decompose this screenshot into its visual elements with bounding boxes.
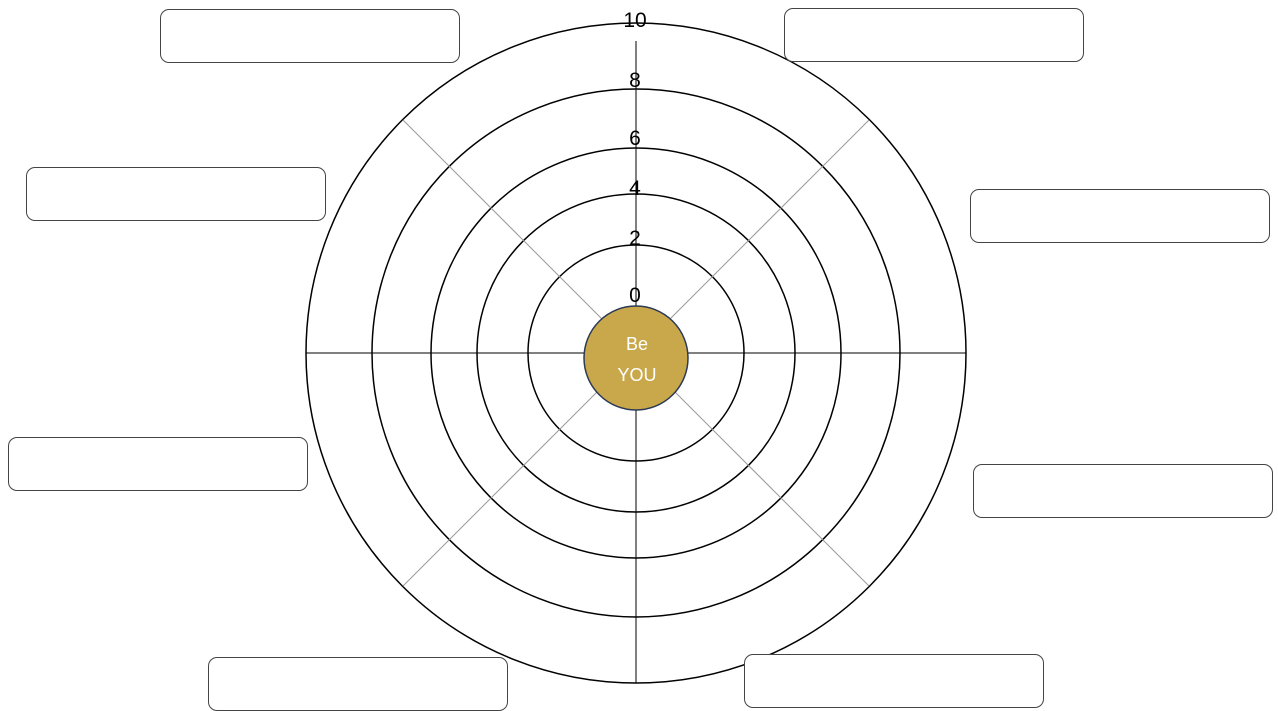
- segment-label-box-top-right[interactable]: [784, 8, 1084, 62]
- segment-label-box-upper-right[interactable]: [970, 189, 1270, 243]
- scale-label-6: 6: [629, 127, 641, 150]
- scale-label-8: 8: [629, 69, 641, 92]
- scale-label-10: 10: [623, 9, 646, 32]
- segment-label-box-upper-left[interactable]: [26, 167, 326, 221]
- segment-label-box-lower-left[interactable]: [8, 437, 308, 491]
- center-hub: [583, 305, 689, 411]
- center-text-line2: YOU: [617, 365, 656, 385]
- segment-label-box-bottom-left[interactable]: [208, 657, 508, 711]
- scale-label-2: 2: [629, 227, 641, 250]
- center-text-line1: Be: [626, 334, 648, 354]
- segment-label-box-top-left[interactable]: [160, 9, 460, 63]
- segment-label-box-lower-right[interactable]: [973, 464, 1273, 518]
- scale-label-0: 0: [629, 284, 641, 307]
- segment-label-box-bottom-right[interactable]: [744, 654, 1044, 708]
- scale-label-4: 4: [629, 177, 641, 200]
